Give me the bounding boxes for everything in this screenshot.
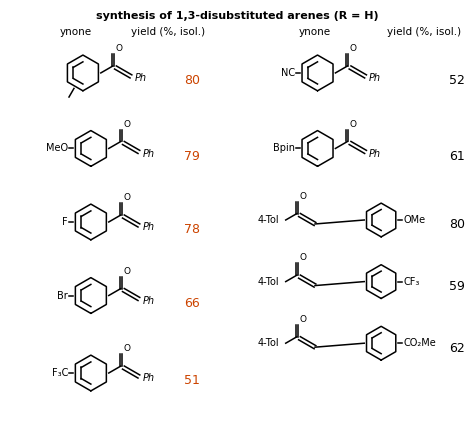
Text: 79: 79	[184, 150, 200, 163]
Text: MeO: MeO	[46, 144, 68, 153]
Text: Ph: Ph	[142, 149, 155, 159]
Text: O: O	[300, 191, 306, 201]
Text: F: F	[63, 217, 68, 227]
Text: Ph: Ph	[369, 149, 381, 159]
Text: O: O	[300, 253, 306, 262]
Text: O: O	[350, 44, 357, 53]
Text: yield (%, isol.): yield (%, isol.)	[131, 27, 205, 37]
Text: 59: 59	[449, 280, 465, 293]
Text: OMe: OMe	[403, 215, 425, 225]
Text: 4-Tol: 4-Tol	[258, 215, 280, 225]
Text: synthesis of 1,3-disubstituted arenes (R = H): synthesis of 1,3-disubstituted arenes (R…	[96, 11, 378, 21]
Text: O: O	[115, 44, 122, 53]
Text: O: O	[123, 344, 130, 353]
Text: 52: 52	[449, 74, 465, 88]
Text: ynone: ynone	[299, 27, 330, 37]
Text: Ph: Ph	[142, 374, 155, 384]
Text: 61: 61	[449, 150, 465, 163]
Text: F₃C: F₃C	[52, 368, 68, 378]
Text: Ph: Ph	[369, 74, 381, 83]
Text: Ph: Ph	[142, 223, 155, 233]
Text: 62: 62	[449, 342, 465, 355]
Text: O: O	[350, 120, 357, 129]
Text: CO₂Me: CO₂Me	[403, 338, 436, 348]
Text: 51: 51	[184, 374, 200, 388]
Text: O: O	[123, 120, 130, 129]
Text: CF₃: CF₃	[403, 277, 419, 286]
Text: O: O	[300, 315, 306, 324]
Text: Ph: Ph	[142, 296, 155, 306]
Text: 80: 80	[184, 74, 200, 88]
Text: yield (%, isol.): yield (%, isol.)	[387, 27, 461, 37]
Text: 4-Tol: 4-Tol	[258, 277, 280, 286]
Text: Bpin: Bpin	[273, 144, 295, 153]
Text: Ph: Ph	[135, 74, 146, 83]
Text: O: O	[123, 267, 130, 276]
Text: 80: 80	[449, 219, 465, 231]
Text: 66: 66	[184, 297, 200, 310]
Text: O: O	[123, 193, 130, 202]
Text: 4-Tol: 4-Tol	[258, 338, 280, 348]
Text: 78: 78	[184, 223, 200, 237]
Text: NC: NC	[281, 68, 295, 78]
Text: ynone: ynone	[60, 27, 92, 37]
Text: Br: Br	[57, 290, 68, 300]
